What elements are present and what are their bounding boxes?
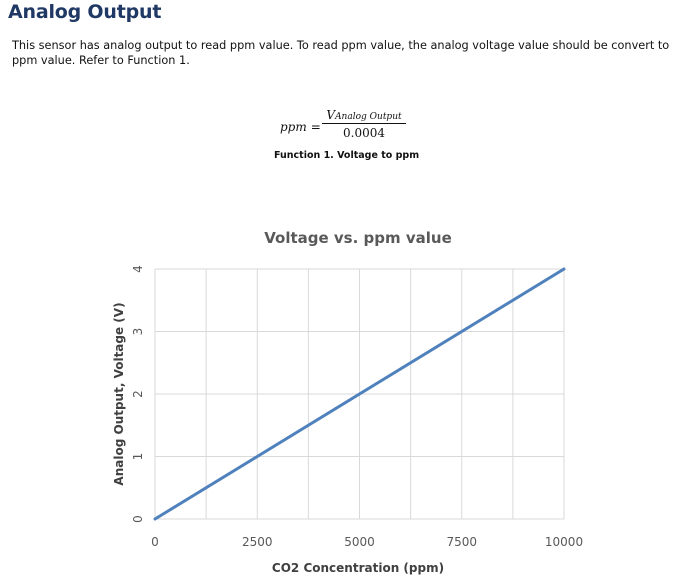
- formula-numerator-symbol: V: [326, 108, 336, 122]
- x-axis-label: CO2 Concentration (ppm): [272, 561, 444, 575]
- formula-equals: =: [310, 120, 321, 134]
- formula-denominator: 0.0004: [343, 126, 385, 140]
- formula-lhs-symbol: ppm: [280, 120, 307, 134]
- x-tick-label: 0: [151, 535, 159, 549]
- y-tick-label: 3: [131, 328, 145, 336]
- section-heading: Analog Output: [8, 1, 162, 23]
- x-tick-label: 7500: [446, 535, 477, 549]
- formula-lhs: ppm =: [280, 120, 321, 134]
- y-tick-label: 4: [131, 265, 145, 273]
- x-tick-label: 10000: [545, 535, 583, 549]
- y-tick-label: 2: [131, 390, 145, 398]
- x-tick-label: 5000: [344, 535, 375, 549]
- formula-fraction: VAnalog Output 0.0004: [322, 108, 406, 140]
- chart-title: Voltage vs. ppm value: [264, 229, 452, 247]
- formula-fraction-bar: [322, 123, 406, 124]
- y-tick-label: 1: [131, 453, 145, 461]
- formula-numerator: VAnalog Output: [322, 108, 406, 122]
- chart-series: [153, 267, 566, 521]
- chart-tick-labels: 0 2500 5000 7500 10000 0 1 2 3 4: [131, 265, 583, 549]
- formula-numerator-subscript: Analog Output: [335, 112, 402, 122]
- chart-grid: [154, 268, 565, 520]
- series-line-0: [153, 267, 566, 521]
- y-axis-label: Analog Output, Voltage (V): [112, 302, 126, 485]
- y-tick-label: 0: [131, 515, 145, 523]
- section-description: This sensor has analog output to read pp…: [12, 39, 670, 67]
- x-tick-label: 2500: [242, 535, 273, 549]
- formula-caption: Function 1. Voltage to ppm: [274, 150, 420, 161]
